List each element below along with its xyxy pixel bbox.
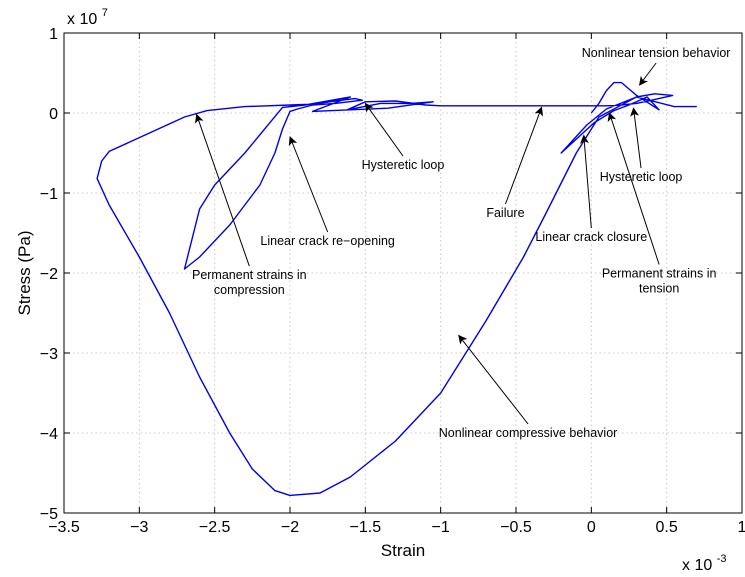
annotation: Permanent strains in compression bbox=[192, 113, 307, 297]
annotation-arrow bbox=[504, 106, 543, 205]
annotation: Linear crack closure bbox=[535, 134, 647, 244]
annotation-label: Hysteretic loop bbox=[362, 158, 445, 172]
x-tick-label: 0 bbox=[587, 519, 596, 536]
y-tick-label: −3 bbox=[40, 346, 58, 363]
annotation-label: Hysteretic loop bbox=[600, 170, 683, 184]
annotation: Permanent strains in tension bbox=[602, 112, 717, 296]
annotation-label: Permanent strains in tension bbox=[602, 267, 717, 296]
y-multiplier-base: x 10 bbox=[67, 11, 97, 28]
annotation-arrow bbox=[630, 107, 642, 169]
annotation-label: Nonlinear compressive behavior bbox=[439, 426, 618, 440]
y-tick-label: 0 bbox=[49, 106, 58, 123]
y-tick-label: −5 bbox=[40, 506, 58, 523]
x-tick-label: −3.5 bbox=[48, 519, 80, 536]
series-layer bbox=[96, 81, 697, 497]
series-line bbox=[96, 81, 697, 497]
annotation-label: Linear crack re−opening bbox=[260, 234, 395, 248]
annotation-arrow bbox=[579, 134, 592, 229]
annotation: Hysteretic loop bbox=[600, 107, 683, 184]
y-tick-label: −4 bbox=[40, 426, 58, 443]
x-tick-label: −1 bbox=[432, 519, 450, 536]
x-tick-label: 1 bbox=[738, 519, 745, 536]
annotation-label: Linear crack closure bbox=[535, 230, 647, 244]
annotation-arrow bbox=[364, 102, 404, 157]
annotation-arrow bbox=[194, 113, 250, 267]
annotation-arrow bbox=[288, 136, 329, 233]
x-tick-label: −0.5 bbox=[500, 519, 532, 536]
annotation-label: Nonlinear tension behavior bbox=[582, 46, 731, 60]
y-multiplier-exponent: 7 bbox=[102, 7, 108, 19]
x-tick-label: −1.5 bbox=[350, 519, 382, 536]
x-axis-multiplier: x 10 -3 bbox=[682, 553, 726, 574]
y-axis-label: Stress (Pa) bbox=[15, 230, 34, 315]
annotation-label: Failure bbox=[486, 206, 524, 220]
x-tick-label: −3 bbox=[130, 519, 148, 536]
y-axis-multiplier: x 10 7 bbox=[67, 7, 108, 28]
annotation: Failure bbox=[486, 106, 543, 220]
annotation: Nonlinear compressive behavior bbox=[439, 334, 618, 440]
annotation: Hysteretic loop bbox=[362, 102, 445, 172]
x-axis-label: Strain bbox=[381, 541, 425, 560]
x-multiplier-exponent: -3 bbox=[717, 553, 727, 565]
axis-ticks: −3.5 −3 −2.5 −2 −1.5 −1 −0.5 0 0.5 1 −5 −4 −3 −2 −1 0 1 bbox=[40, 26, 745, 536]
annotation-label: Permanent strains in compression bbox=[192, 268, 307, 297]
annotation-arrow bbox=[639, 62, 657, 86]
annotation: Nonlinear tension behavior bbox=[582, 46, 731, 86]
x-tick-label: −2 bbox=[281, 519, 299, 536]
annotation-arrow bbox=[458, 334, 529, 425]
annotation-arrow bbox=[607, 112, 660, 265]
y-tick-label: −2 bbox=[40, 266, 58, 283]
y-tick-label: −1 bbox=[40, 186, 58, 203]
annotations-layer: Nonlinear tension behavior Hysteretic loo… bbox=[192, 46, 730, 440]
x-tick-label: −2.5 bbox=[199, 519, 231, 536]
x-tick-label: 0.5 bbox=[656, 519, 678, 536]
y-tick-label: 1 bbox=[49, 26, 58, 43]
x-multiplier-base: x 10 bbox=[682, 557, 712, 574]
annotation: Linear crack re−opening bbox=[260, 136, 395, 248]
